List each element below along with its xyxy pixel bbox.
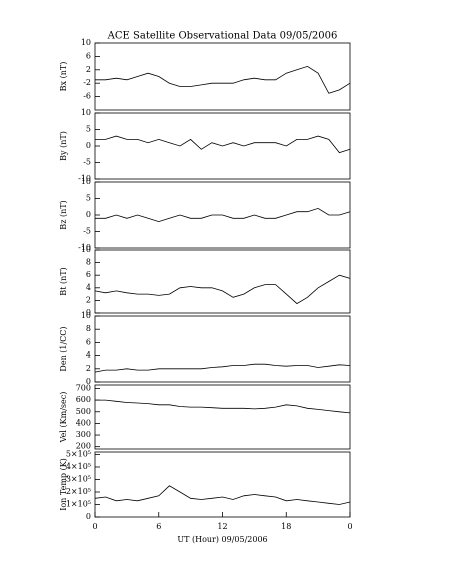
y-axis-label: Bz (nT) [59, 200, 68, 229]
y-tick-label: 1×10⁵ [66, 500, 91, 509]
y-tick-label: -5 [83, 158, 91, 167]
y-tick-label: 5 [86, 125, 91, 134]
y-tick-label: 0 [86, 308, 91, 317]
panel-frame [94, 384, 351, 450]
y-tick-label: 2 [86, 295, 91, 304]
y-tick-label: 200 [76, 442, 91, 451]
y-tick-label: 10 [81, 38, 91, 47]
y-tick-label: 700 [76, 383, 91, 392]
y-tick-label: -5 [83, 227, 91, 236]
x-tick-label: 0 [347, 522, 352, 531]
y-tick-label: 0 [86, 512, 91, 521]
x-axis-label: UT (Hour) 09/05/2006 [177, 535, 267, 544]
y-axis-label: Bt (nT) [59, 267, 68, 295]
data-line [94, 274, 351, 305]
y-tick-label: 10 [81, 311, 91, 320]
panel-frame [94, 249, 351, 314]
y-tick-label: 600 [76, 395, 91, 404]
y-tick-label: 10 [81, 177, 91, 186]
y-tick-label: -10 [78, 243, 91, 252]
data-line [95, 207, 351, 223]
y-tick-label: 0 [86, 210, 91, 219]
y-tick-label: -10 [78, 174, 91, 183]
y-tick-label: 6 [86, 270, 91, 279]
y-tick-label: 10 [81, 245, 91, 254]
y-tick-label: 2 [86, 364, 91, 373]
x-tick-label: 6 [156, 522, 161, 531]
y-tick-label: 6 [86, 51, 91, 60]
y-tick-label: 10 [81, 108, 91, 117]
data-line [95, 65, 351, 94]
x-tick-label: 12 [217, 522, 227, 531]
y-tick-label: 8 [86, 324, 91, 333]
y-axis-label: By (nT) [59, 131, 68, 161]
y-tick-label: 6 [86, 337, 91, 346]
y-tick-label: -2 [83, 78, 91, 87]
y-axis-label: Den (1/CC) [59, 326, 68, 371]
y-axis-label: Bx (nT) [59, 62, 68, 92]
panel-frame [94, 42, 351, 111]
y-tick-label: 8 [86, 258, 91, 267]
y-tick-label: 5 [86, 194, 91, 203]
y-tick-label: 4 [86, 351, 91, 360]
y-tick-label: 2 [86, 65, 91, 74]
x-tick-label: 18 [281, 522, 291, 531]
data-line [94, 363, 351, 373]
y-tick-label: 4×10⁵ [66, 462, 91, 471]
data-line [95, 399, 351, 414]
y-tick-label: 3×10⁵ [66, 475, 91, 484]
data-line [94, 485, 351, 505]
y-tick-label: 0 [86, 141, 91, 150]
y-tick-label: 300 [76, 430, 91, 439]
y-tick-label: 2×10⁵ [66, 487, 91, 496]
data-line [95, 135, 351, 154]
panel-frame [94, 315, 351, 383]
y-tick-label: 0 [86, 377, 91, 386]
y-tick-label: 4 [86, 283, 91, 292]
y-tick-label: 500 [76, 407, 91, 416]
x-tick-label: 0 [92, 522, 97, 531]
y-axis-label: Ion Temp (K) [59, 458, 68, 511]
y-tick-label: -6 [83, 92, 91, 101]
y-tick-label: 5×10⁵ [66, 450, 91, 459]
y-tick-label: 400 [76, 418, 91, 427]
chart-title: ACE Satellite Observational Data 09/05/2… [107, 31, 338, 42]
y-axis-label: Vel (Km/sec) [59, 392, 68, 444]
